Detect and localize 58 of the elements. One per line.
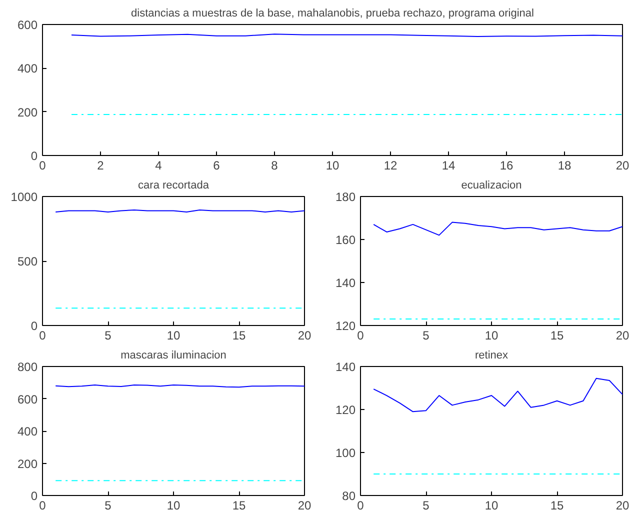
x-tick-label: 0: [357, 498, 364, 512]
x-tick-label: 20: [616, 158, 630, 172]
chart-title: mascaras iluminacion: [120, 350, 226, 362]
x-tick-label: 15: [550, 328, 564, 342]
y-tick-label: 500: [17, 254, 38, 268]
chart-title: cara recortada: [138, 180, 210, 192]
x-tick-label: 10: [326, 158, 340, 172]
x-tick-label: 10: [484, 498, 498, 512]
y-tick-label: 200: [17, 456, 38, 471]
line-series: [373, 222, 622, 236]
x-tick-label: 5: [104, 328, 112, 342]
x-tick-label: 15: [232, 498, 246, 512]
y-tick-label: 0: [30, 489, 38, 503]
y-tick-label: 140: [335, 360, 356, 374]
y-tick-label: 0: [30, 149, 38, 163]
y-tick-label: 600: [17, 392, 38, 406]
x-tick-label: 15: [550, 498, 564, 512]
x-tick-label: 10: [484, 328, 498, 342]
x-tick-label: 18: [558, 158, 572, 172]
x-tick-label: 6: [213, 158, 220, 172]
y-tick-label: 120: [335, 319, 356, 333]
x-tick-label: 4: [155, 158, 162, 172]
y-tick-label: 80: [342, 489, 356, 503]
y-tick-label: 800: [17, 360, 38, 374]
x-tick-label: 0: [39, 498, 46, 512]
y-tick-label: 600: [17, 18, 38, 32]
y-tick-label: 140: [335, 276, 356, 290]
y-tick-label: 0: [30, 319, 38, 333]
y-tick-label: 400: [17, 62, 38, 76]
x-tick-label: 5: [104, 498, 112, 512]
x-tick-label: 14: [442, 158, 456, 172]
x-tick-label: 12: [384, 158, 398, 172]
chart-title: distancias a muestras de la base, mahalanobis, prueba rechazo, programa original: [131, 8, 534, 20]
line-series: [373, 378, 622, 412]
x-tick-label: 20: [616, 498, 630, 512]
y-tick-label: 160: [335, 233, 356, 247]
x-tick-label: 8: [271, 158, 278, 172]
y-tick-label: 120: [335, 403, 356, 417]
y-tick-label: 180: [335, 190, 356, 204]
chart-title: ecualizacion: [461, 180, 522, 192]
x-tick-label: 0: [39, 158, 46, 172]
y-tick-label: 100: [335, 446, 356, 460]
x-tick-label: 16: [500, 158, 514, 172]
chart-title: retinex: [474, 350, 509, 362]
x-tick-label: 10: [166, 328, 180, 342]
y-tick-label: 1000: [10, 190, 38, 204]
x-tick-label: 5: [422, 328, 430, 342]
x-tick-label: 20: [298, 328, 312, 342]
x-tick-label: 0: [39, 328, 46, 342]
x-tick-label: 15: [232, 328, 246, 342]
x-tick-label: 10: [166, 498, 180, 512]
x-tick-label: 20: [616, 328, 630, 342]
x-tick-label: 2: [97, 158, 104, 172]
y-tick-label: 400: [17, 424, 38, 438]
x-tick-label: 20: [298, 498, 312, 512]
y-tick-label: 200: [17, 105, 38, 120]
x-tick-label: 0: [357, 328, 364, 342]
x-tick-label: 5: [422, 498, 430, 512]
